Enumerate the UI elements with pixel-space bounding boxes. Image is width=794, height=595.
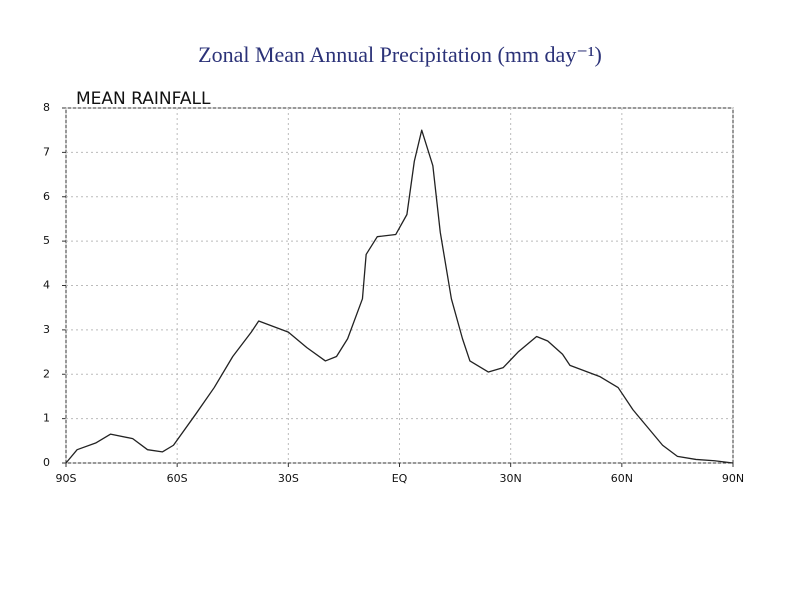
y-tick-label: 2 [43, 367, 50, 380]
x-tick-label: 90N [722, 472, 744, 485]
y-tick-label: 3 [43, 323, 50, 336]
x-tick-label: 60S [167, 472, 188, 485]
x-tick-label: 90S [56, 472, 77, 485]
y-tick-label: 5 [43, 234, 50, 247]
y-tick-label: 7 [43, 145, 50, 158]
x-tick-label: 60N [611, 472, 633, 485]
x-tick-label: 30S [278, 472, 299, 485]
x-tick-label: 30N [500, 472, 522, 485]
x-tick-label: EQ [392, 472, 408, 485]
line-series [65, 129, 734, 464]
chart-title: Zonal Mean Annual Precipitation (mm day⁻… [198, 42, 602, 67]
chart-subtitle: MEAN RAINFALL [76, 89, 211, 109]
y-tick-label: 0 [43, 456, 50, 469]
y-tick-label: 8 [43, 101, 50, 114]
y-tick-label: 4 [43, 279, 50, 292]
y-tick-label: 1 [43, 412, 50, 425]
y-tick-label: 6 [43, 190, 50, 203]
